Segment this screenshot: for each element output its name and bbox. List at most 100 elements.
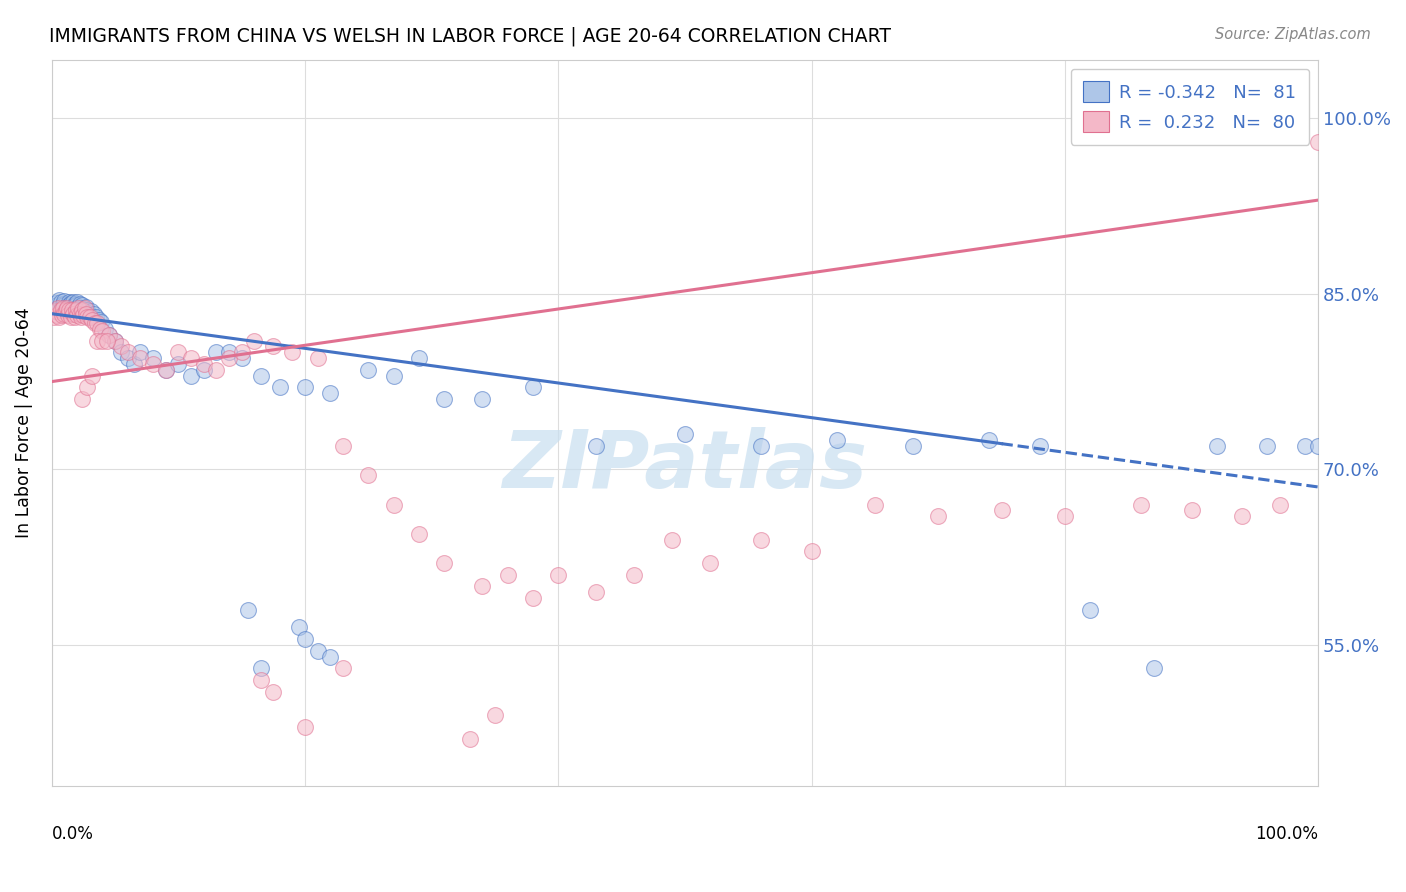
- Point: [205, 345, 228, 359]
- Point: [75, 300, 97, 314]
- Point: [249, 661, 271, 675]
- Point: [1295, 439, 1317, 453]
- Point: [110, 345, 132, 359]
- Point: [281, 345, 304, 359]
- Point: [53, 307, 76, 321]
- Point: [45, 304, 67, 318]
- Text: ZIPatlas: ZIPatlas: [502, 427, 868, 505]
- Point: [547, 567, 569, 582]
- Point: [357, 468, 380, 483]
- Point: [44, 304, 66, 318]
- Point: [117, 345, 139, 359]
- Point: [53, 298, 76, 312]
- Point: [46, 301, 69, 315]
- Point: [155, 363, 177, 377]
- Point: [249, 368, 271, 383]
- Point: [58, 295, 80, 310]
- Point: [205, 363, 228, 377]
- Point: [110, 339, 132, 353]
- Point: [66, 308, 89, 322]
- Point: [863, 498, 886, 512]
- Point: [76, 303, 98, 318]
- Point: [70, 392, 93, 406]
- Point: [63, 301, 86, 315]
- Point: [357, 363, 380, 377]
- Point: [59, 296, 82, 310]
- Point: [269, 380, 291, 394]
- Text: IMMIGRANTS FROM CHINA VS WELSH IN LABOR FORCE | AGE 20-64 CORRELATION CHART: IMMIGRANTS FROM CHINA VS WELSH IN LABOR …: [49, 27, 891, 46]
- Point: [117, 351, 139, 366]
- Point: [180, 368, 202, 383]
- Point: [56, 301, 79, 315]
- Point: [408, 526, 430, 541]
- Point: [990, 503, 1012, 517]
- Point: [484, 708, 506, 723]
- Text: Source: ZipAtlas.com: Source: ZipAtlas.com: [1215, 27, 1371, 42]
- Point: [80, 304, 103, 318]
- Point: [1256, 439, 1278, 453]
- Point: [142, 351, 165, 366]
- Point: [86, 334, 108, 348]
- Point: [67, 301, 90, 315]
- Point: [82, 368, 104, 383]
- Point: [72, 301, 94, 316]
- Point: [58, 303, 80, 318]
- Point: [66, 303, 89, 318]
- Point: [59, 301, 82, 316]
- Point: [218, 345, 240, 359]
- Point: [49, 303, 72, 318]
- Point: [825, 433, 848, 447]
- Point: [1268, 498, 1291, 512]
- Point: [77, 305, 100, 319]
- Point: [977, 433, 1000, 447]
- Point: [73, 301, 96, 315]
- Point: [55, 300, 77, 314]
- Point: [60, 303, 83, 318]
- Point: [294, 632, 316, 647]
- Point: [73, 304, 96, 318]
- Point: [294, 380, 316, 394]
- Point: [180, 351, 202, 366]
- Point: [749, 439, 772, 453]
- Point: [585, 585, 607, 599]
- Point: [70, 298, 93, 312]
- Point: [307, 644, 329, 658]
- Point: [382, 368, 405, 383]
- Point: [70, 301, 93, 315]
- Point: [623, 567, 645, 582]
- Point: [89, 322, 111, 336]
- Point: [522, 380, 544, 394]
- Point: [433, 556, 456, 570]
- Y-axis label: In Labor Force | Age 20-64: In Labor Force | Age 20-64: [15, 307, 32, 538]
- Point: [79, 308, 101, 322]
- Point: [84, 310, 107, 325]
- Point: [218, 351, 240, 366]
- Point: [70, 310, 93, 325]
- Point: [49, 301, 72, 316]
- Point: [1308, 439, 1330, 453]
- Point: [91, 324, 114, 338]
- Point: [60, 303, 83, 318]
- Point: [90, 315, 112, 329]
- Point: [496, 567, 519, 582]
- Point: [129, 351, 152, 366]
- Point: [1308, 135, 1330, 149]
- Point: [94, 322, 117, 336]
- Point: [142, 357, 165, 371]
- Point: [382, 498, 405, 512]
- Point: [408, 351, 430, 366]
- Point: [231, 345, 253, 359]
- Point: [83, 307, 105, 321]
- Point: [59, 310, 82, 325]
- Point: [104, 334, 127, 348]
- Point: [167, 345, 190, 359]
- Point: [294, 720, 316, 734]
- Point: [1205, 439, 1227, 453]
- Point: [45, 296, 67, 310]
- Point: [319, 386, 342, 401]
- Point: [69, 307, 91, 321]
- Text: 0.0%: 0.0%: [52, 825, 94, 844]
- Point: [76, 310, 98, 325]
- Point: [62, 300, 84, 314]
- Point: [129, 345, 152, 359]
